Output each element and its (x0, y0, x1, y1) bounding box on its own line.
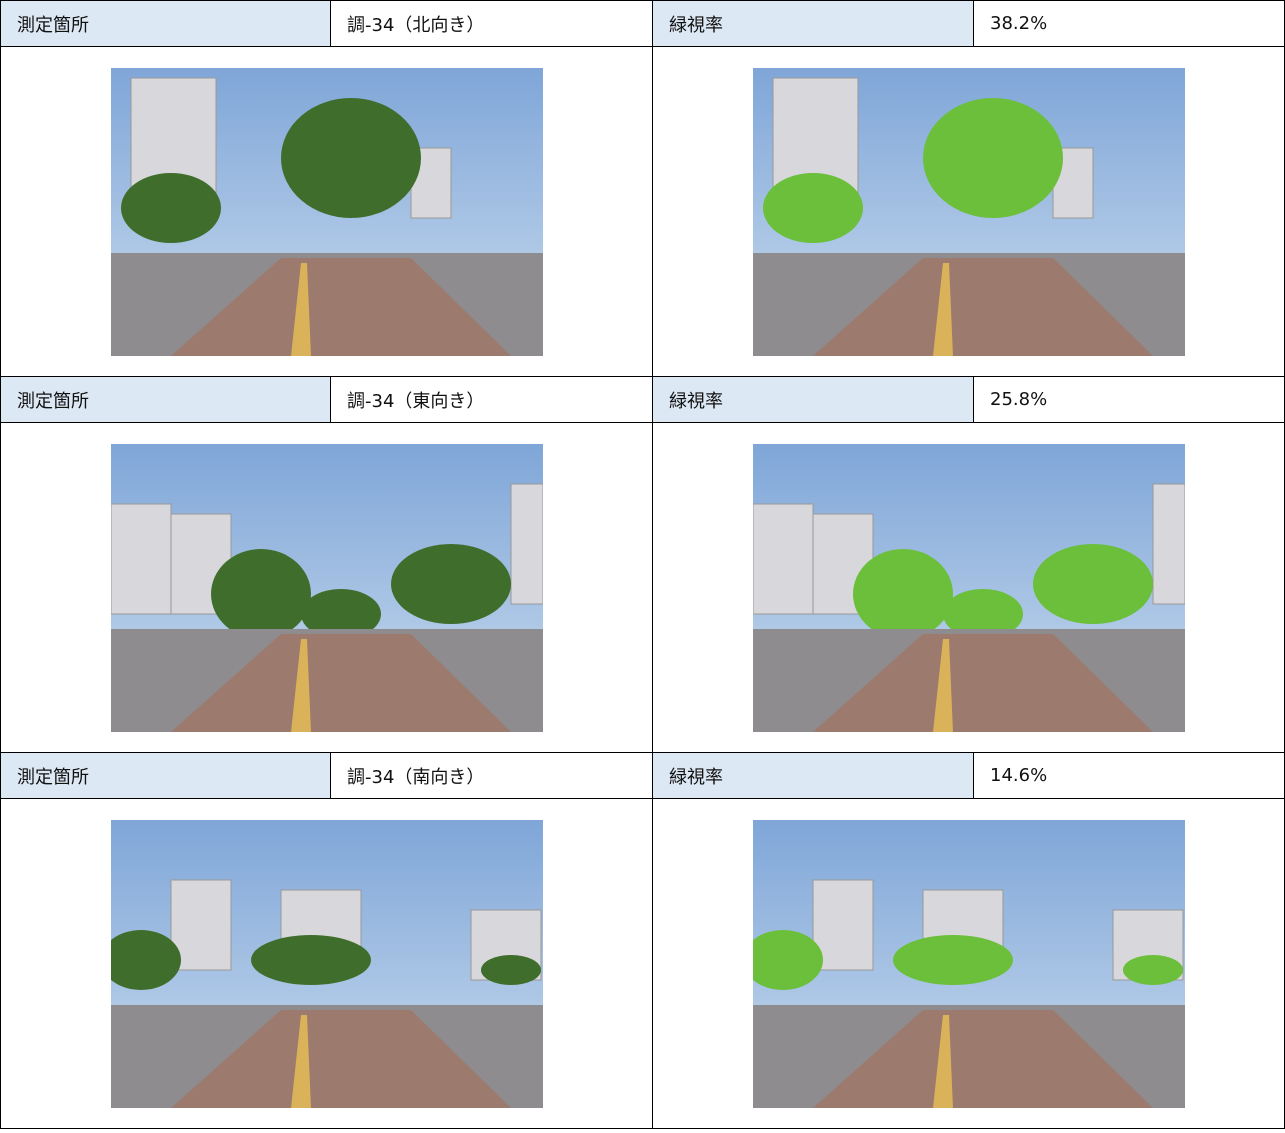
ratio-label: 緑視率 (652, 752, 974, 799)
tree (852, 548, 953, 639)
location-label: 測定箇所 (0, 376, 331, 423)
tactile-path (932, 1014, 953, 1108)
original-photo-cell (0, 798, 653, 1129)
pavement (170, 633, 511, 732)
ratio: 14.6% (973, 752, 1285, 799)
tree (1122, 954, 1183, 985)
pavement (812, 1009, 1153, 1108)
header-row: 測定箇所 調-34（東向き） 緑視率 25.8% (0, 376, 1285, 423)
building (1152, 483, 1185, 604)
building (510, 483, 543, 604)
image-row (0, 46, 1285, 377)
building (812, 879, 873, 970)
tree (892, 934, 1013, 985)
location-label: 測定箇所 (0, 0, 331, 47)
photo (110, 819, 543, 1108)
tactile-path (932, 638, 953, 732)
original-photo-cell (0, 46, 653, 377)
building (170, 879, 231, 970)
original-photo-cell (0, 422, 653, 753)
location: 調-34（北向き） (330, 0, 653, 47)
ratio-label: 緑視率 (652, 0, 974, 47)
photo (110, 67, 543, 356)
tree (120, 172, 221, 243)
header-row: 測定箇所 調-34（南向き） 緑視率 14.6% (0, 752, 1285, 799)
ratio-label: 緑視率 (652, 376, 974, 423)
tree (922, 97, 1063, 218)
building (410, 147, 451, 218)
tree (300, 588, 381, 639)
pavement (812, 257, 1153, 356)
tactile-path (290, 638, 311, 732)
tactile-path (290, 262, 311, 356)
green-photo-cell (652, 798, 1285, 1129)
tree (942, 588, 1023, 639)
building (752, 503, 813, 614)
location: 調-34（南向き） (330, 752, 653, 799)
location: 調-34（東向き） (330, 376, 653, 423)
pavement (170, 257, 511, 356)
tactile-path (290, 1014, 311, 1108)
building (110, 503, 171, 614)
ratio: 38.2% (973, 0, 1285, 47)
tree (480, 954, 541, 985)
pavement (170, 1009, 511, 1108)
tree (752, 929, 823, 990)
photo (110, 443, 543, 732)
pavement (812, 633, 1153, 732)
tree (1032, 543, 1153, 624)
image-row (0, 422, 1285, 753)
ratio: 25.8% (973, 376, 1285, 423)
tree (210, 548, 311, 639)
tree (110, 929, 181, 990)
tree (762, 172, 863, 243)
tree (280, 97, 421, 218)
green-photo-cell (652, 46, 1285, 377)
image-row (0, 798, 1285, 1129)
header-row: 測定箇所 調-34（北向き） 緑視率 38.2% (0, 0, 1285, 47)
tactile-path (932, 262, 953, 356)
photo (752, 67, 1185, 356)
location-label: 測定箇所 (0, 752, 331, 799)
tree (250, 934, 371, 985)
photo (752, 819, 1185, 1108)
tree (390, 543, 511, 624)
green-photo-cell (652, 422, 1285, 753)
photo (752, 443, 1185, 732)
